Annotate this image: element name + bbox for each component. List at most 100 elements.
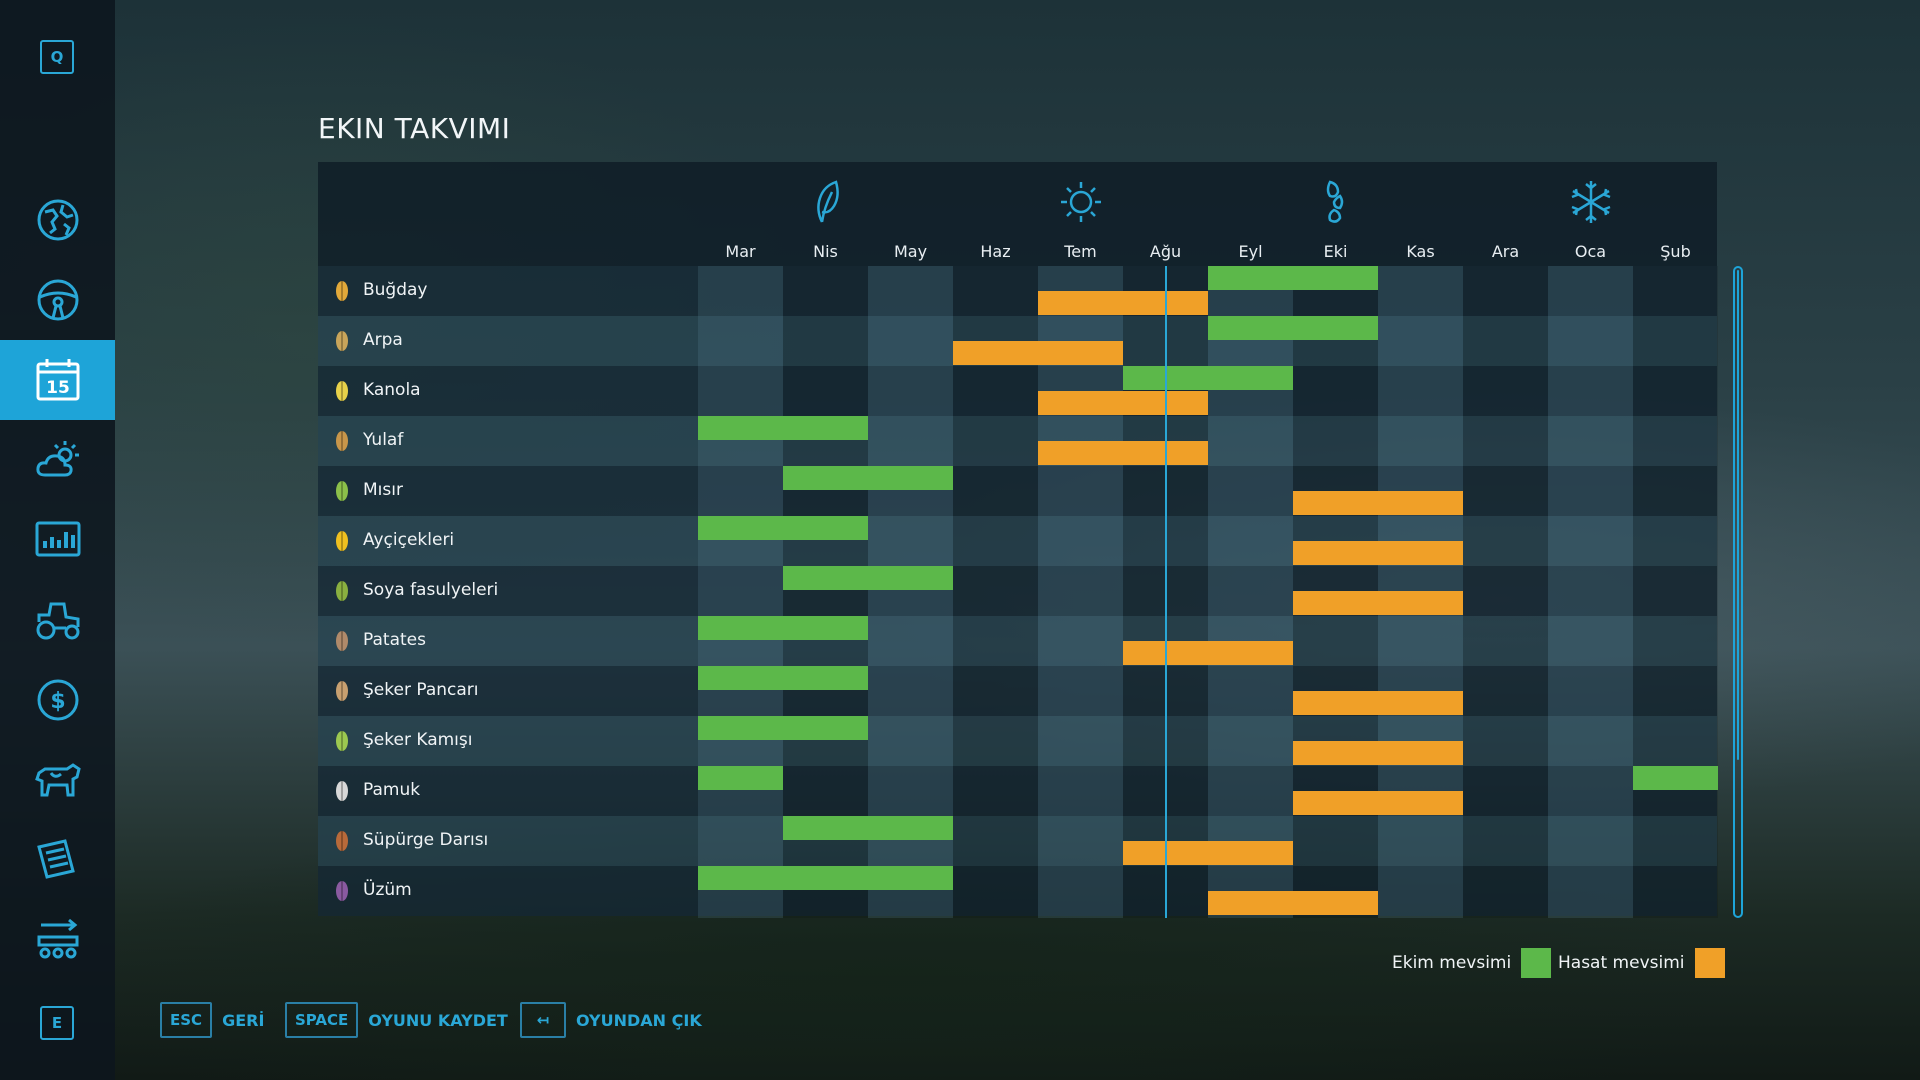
month-label: Ağu <box>1149 242 1182 261</box>
sugarcane-icon <box>330 729 354 753</box>
svg-text:$: $ <box>50 689 65 714</box>
crop-name: Kanola <box>363 380 421 400</box>
crop-row[interactable]: Şeker Pancarı <box>318 666 1717 716</box>
sidebar-item-production[interactable] <box>0 900 115 980</box>
crop-row[interactable]: Yulaf <box>318 416 1717 466</box>
quit-key-icon: ↤ <box>520 1002 566 1038</box>
month-label: Eyl <box>1238 242 1263 261</box>
back-button[interactable]: ESC GERİ <box>160 1002 264 1038</box>
crop-row[interactable]: Pamuk <box>318 766 1717 816</box>
cotton-icon <box>330 779 354 803</box>
month-label: Mar <box>725 242 756 261</box>
legend-sow-label: Ekim mevsimi <box>1392 953 1512 973</box>
crop-row[interactable]: Soya fasulyeleri <box>318 566 1717 616</box>
calendar-header: Mar Nis May Haz Tem Ağu Eyl Eki Kas Ara Oca Şub <box>318 162 1717 266</box>
crop-rows: Buğday Arpa Kanola Yulaf Mısır Ayçiçekleri Soy… <box>318 266 1717 918</box>
crop-name: Yulaf <box>363 430 404 450</box>
sidebar-item-vehicles[interactable] <box>0 580 115 660</box>
page-title: EKIN TAKVIMI <box>318 112 511 145</box>
legend-harvest-label: Hasat mevsimi <box>1558 953 1685 973</box>
crop-row[interactable]: Süpürge Darısı <box>318 816 1717 866</box>
crop-calendar: Mar Nis May Haz Tem Ağu Eyl Eki Kas Ara Oca Şub Buğ… <box>318 162 1718 918</box>
month-label: Haz <box>980 242 1011 261</box>
month-label: Eki <box>1323 242 1348 261</box>
contracts-icon <box>36 839 75 879</box>
wheat-icon <box>330 279 354 303</box>
month-label: Nis <box>813 242 838 261</box>
calendar-scrollbar[interactable] <box>1733 266 1743 918</box>
crop-row[interactable]: Ayçiçekleri <box>318 516 1717 566</box>
sidebar-item-calendar[interactable]: 15 <box>0 340 115 420</box>
barley-icon <box>330 329 354 353</box>
crop-name: Ayçiçekleri <box>363 530 455 550</box>
crop-name: Patates <box>363 630 426 650</box>
svg-text:15: 15 <box>46 378 70 398</box>
legend-harvest: Hasat mevsimi <box>1558 948 1725 978</box>
calendar-icon: 15 <box>36 359 79 401</box>
crop-name: Şeker Kamışı <box>363 730 473 750</box>
save-game-button[interactable]: SPACE OYUNU KAYDET <box>285 1002 508 1038</box>
crop-row[interactable]: Kanola <box>318 366 1717 416</box>
steering-wheel-icon <box>37 279 78 321</box>
sidebar-item-map[interactable] <box>0 180 115 260</box>
oat-icon <box>330 429 354 453</box>
quit-game-button[interactable]: ↤ OYUNDAN ÇIK <box>520 1002 702 1038</box>
crop-name: Pamuk <box>363 780 421 800</box>
month-label: Oca <box>1574 242 1607 261</box>
snowflake-icon <box>1571 181 1610 223</box>
grape-icon <box>330 879 354 903</box>
save-game-label: OYUNU KAYDET <box>368 1010 508 1030</box>
legend-sow: Ekim mevsimi <box>1392 948 1552 978</box>
production-icon <box>37 918 78 959</box>
sidebar-item-animals[interactable] <box>0 740 115 820</box>
animals-icon <box>34 763 81 797</box>
weather-icon <box>35 441 79 477</box>
month-label: Kas <box>1406 242 1435 261</box>
sidebar-item-contracts[interactable] <box>0 820 115 900</box>
crop-row[interactable]: Üzüm <box>318 866 1717 916</box>
crop-name: Üzüm <box>363 880 412 900</box>
crop-name: Buğday <box>363 280 428 300</box>
space-key: SPACE <box>285 1002 359 1038</box>
crop-name: Soya fasulyeleri <box>363 580 499 600</box>
scrollbar-thumb[interactable] <box>1737 270 1739 760</box>
legend-harvest-swatch <box>1694 948 1725 978</box>
crop-row[interactable]: Arpa <box>318 316 1717 366</box>
crop-name: Şeker Pancarı <box>363 680 479 700</box>
tractor-icon <box>36 602 79 640</box>
leaf-icon <box>816 180 839 223</box>
canola-icon <box>330 379 354 403</box>
sidebar-item-finances[interactable]: $ <box>0 660 115 740</box>
sidebar-item-statistics[interactable] <box>0 500 115 580</box>
crop-name: Süpürge Darısı <box>363 830 489 850</box>
quit-game-label: OYUNDAN ÇIK <box>576 1010 702 1030</box>
back-label: GERİ <box>222 1010 265 1030</box>
prev-tab-key[interactable]: Q <box>40 40 74 74</box>
month-label: May <box>893 242 928 261</box>
maize-icon <box>330 479 354 503</box>
sidebar: Q 15 <box>0 0 115 1080</box>
crop-row[interactable]: Mısır <box>318 466 1717 516</box>
crop-row[interactable]: Buğday <box>318 266 1717 316</box>
crop-row[interactable]: Patates <box>318 616 1717 666</box>
finances-icon: $ <box>37 679 78 721</box>
current-date-marker <box>1164 266 1167 918</box>
falling-leaves-icon <box>1326 180 1343 223</box>
legend-sow-swatch <box>1521 948 1552 978</box>
crop-row[interactable]: Şeker Kamışı <box>318 716 1717 766</box>
sorghum-icon <box>330 829 354 853</box>
month-label: Ara <box>1491 242 1520 261</box>
crop-name: Arpa <box>363 330 403 350</box>
sidebar-item-vehicle[interactable] <box>0 260 115 340</box>
month-label: Şub <box>1660 242 1691 261</box>
potato-icon <box>330 629 354 653</box>
month-label: Tem <box>1064 242 1097 261</box>
sun-icon <box>1060 182 1101 222</box>
crop-name: Mısır <box>363 480 403 500</box>
sidebar-item-weather[interactable] <box>0 420 115 500</box>
esc-key: ESC <box>160 1002 213 1038</box>
next-tab-key[interactable]: E <box>40 1006 74 1040</box>
soybean-icon <box>330 579 354 603</box>
statistics-icon <box>35 521 80 557</box>
sugarbeet-icon <box>330 679 354 703</box>
